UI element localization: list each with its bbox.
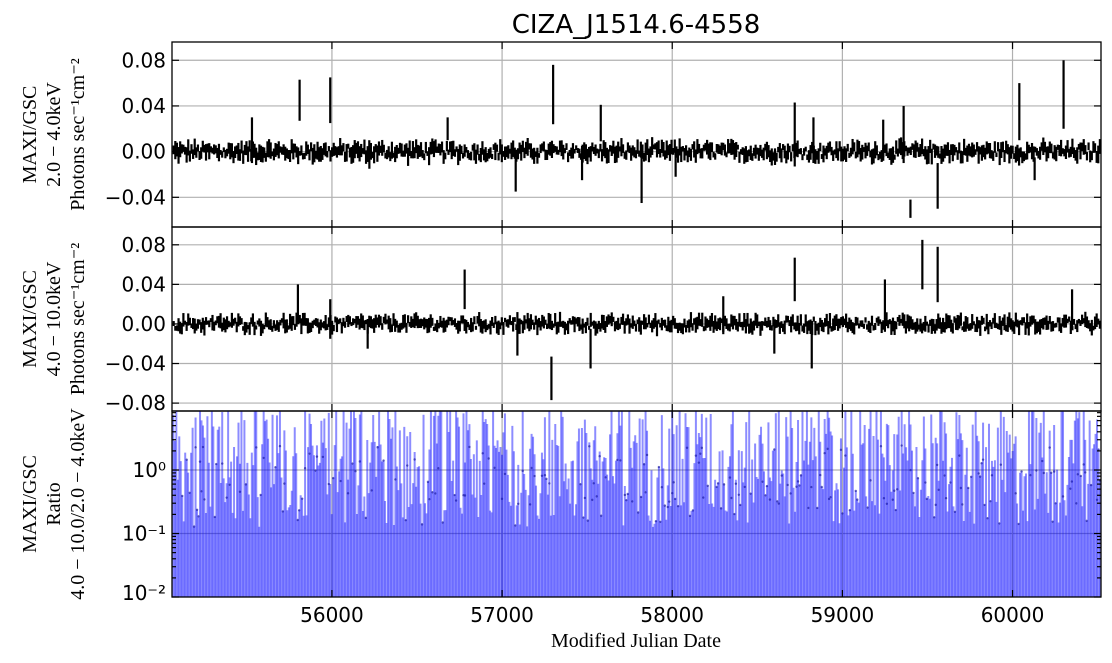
x-tick-label: 60000 [981,603,1045,627]
series-2 [172,239,1101,401]
y-axis-label: 4.0 − 10.0keV [43,261,65,376]
chart-title: CIZA_J1514.6-4558 [512,10,761,40]
y-tick-label: 0.04 [121,272,166,296]
panel-1: 0.08 0.04 0.00 −0.04 MAXI/GSC 2.0 − 4.0keV Pho… [19,41,1102,228]
y-axis-label: 2.0 − 4.0keV [43,82,65,187]
y-tick-label: 10⁻² [122,581,166,605]
y-axis-label: MAXI/GSC [19,455,41,553]
x-axis-label: Modified Julian Date [551,630,721,652]
x-tick-label: 56000 [300,603,364,627]
y-tick-label: 0.00 [121,140,166,164]
x-tick-label: 58000 [640,603,704,627]
panel-3: 10⁰ 10⁻¹ 10⁻² MAXI/GSC Ratio 4.0 − 10.0/2.0 −… [19,408,1102,627]
y-tick-label: 0.08 [121,48,166,72]
x-tick-label: 57000 [470,603,534,627]
series-1 [172,60,1101,218]
series-3 [172,411,1101,597]
y-axis-label: MAXI/GSC [19,86,41,184]
y-axis-label: Photons sec⁻¹cm⁻² [67,58,89,211]
y-tick-label: −0.04 [105,185,166,209]
y-axis-label: Photons sec⁻¹cm⁻² [67,243,89,396]
y-tick-label: 0.08 [121,233,166,257]
y-axis-label: Ratio [43,482,65,525]
y-tick-label: −0.08 [105,391,166,415]
y-tick-label: 0.00 [121,312,166,336]
y-axis-label: MAXI/GSC [19,270,41,368]
y-tick-label: 10⁰ [133,458,166,482]
y-tick-label: 0.04 [121,94,166,118]
y-tick-label: −0.04 [105,352,166,376]
panel-frame [171,41,1102,228]
y-axis-label: 4.0 − 10.0/2.0 − 4.0keV [67,408,89,600]
panel-frame [171,410,1102,598]
y-tick-label: 10⁻¹ [122,522,166,546]
x-tick-label: 59000 [811,603,875,627]
panel-2: 0.08 0.04 0.00 −0.04 −0.08 MAXI/GSC 4.0 − 10.0… [19,226,1102,415]
